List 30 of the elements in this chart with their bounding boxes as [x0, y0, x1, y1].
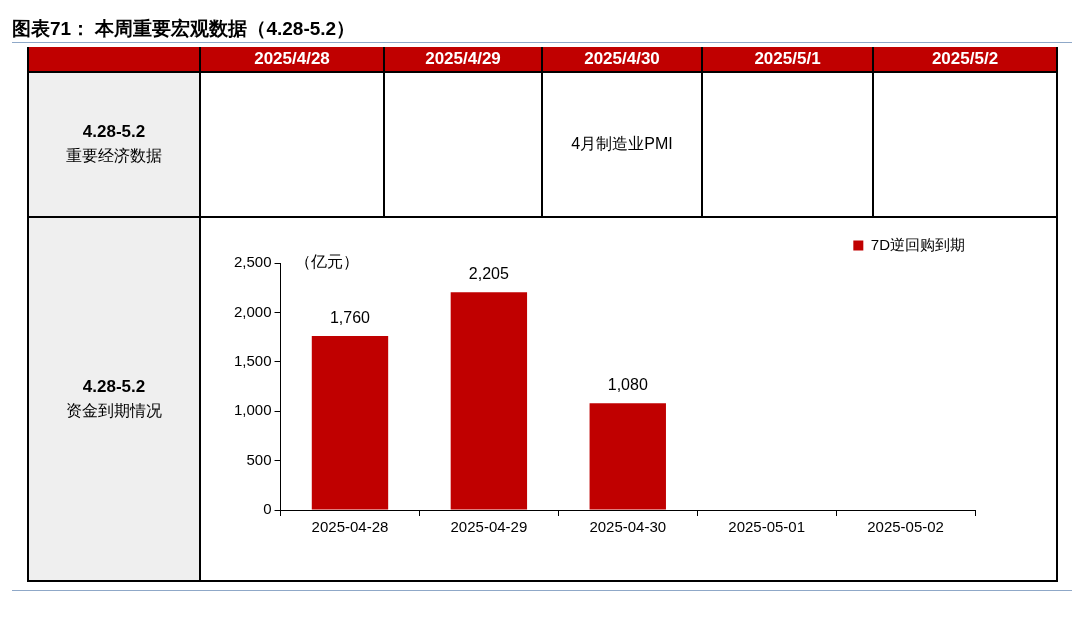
text: 2025/4/28: [200, 47, 384, 72]
x-tick-label: 2025-04-28: [311, 518, 389, 536]
bar: [311, 336, 389, 510]
text: 2025/5/1: [702, 47, 873, 72]
x-tick-label: 2025-04-29: [450, 518, 528, 536]
x-tick-label: 2025-04-30: [589, 518, 667, 536]
text: 2025/4/30: [542, 47, 702, 72]
text: 重要经济数据: [65, 146, 163, 166]
text: 4.28-5.2: [81, 122, 147, 142]
x-tick-label: 2025-05-02: [867, 518, 944, 536]
y-tick-label: 500: [246, 450, 272, 468]
text: 2025/4/29: [384, 47, 542, 72]
y-tick-label: 1,500: [233, 351, 272, 369]
y-tick-label: 0: [263, 500, 272, 518]
y-tick-label: 2,000: [233, 302, 272, 320]
y-tick-label: 2,500: [233, 253, 272, 271]
text: 4.28-5.2: [81, 376, 147, 397]
text: 4月制造业PMI: [542, 72, 702, 217]
bar: [450, 292, 528, 510]
text: 2025/5/2: [873, 47, 1057, 72]
text: 资金到期情况: [65, 400, 163, 421]
legend-label: 7D逆回购到期: [870, 235, 966, 253]
data-label: 1,760: [329, 308, 371, 326]
x-tick-label: 2025-05-01: [728, 518, 806, 536]
y-axis-title: （亿元）: [294, 253, 359, 271]
chart-title: 图表71： 本周重要宏观数据（4.28-5.2）: [12, 17, 356, 41]
data-label: 1,080: [607, 375, 648, 393]
data-label: 2,205: [468, 264, 509, 282]
y-tick-label: 1,000: [233, 401, 272, 419]
bar: [589, 403, 666, 510]
